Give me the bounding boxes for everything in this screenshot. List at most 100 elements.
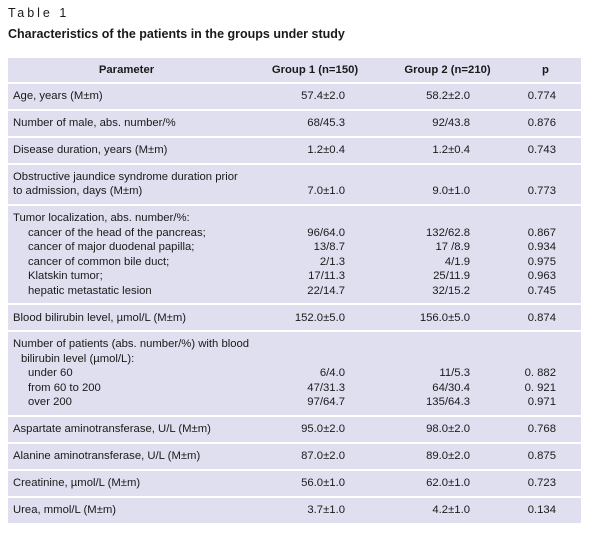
group1-cell: 3.7±1.0 [245,495,385,523]
table-row: Number of male, abs. number/% 68/45.3 92/4… [8,108,581,136]
table-row: to admission, days (M±m) 7.0±1.0 9.0±1.0 0.… [8,184,581,204]
parameter-cell: from 60 to 200 [28,381,101,394]
parameter-cell: to admission, days (M±m) [13,185,143,198]
group2-cell: 25/11.9 [433,270,470,283]
group1-cell: 7.0±1.0 [307,185,345,198]
table-row: Age, years (M±m) 57.4±2.0 58.2±2.0 0.774 [8,82,581,109]
parameter-cell: Tumor localization, abs. number/%: [8,204,581,226]
parameter-cell: Urea, mmol/L (M±m) [8,495,245,523]
group2-cell: 11/5.3 [439,367,470,380]
group2-cell: 156.0±5.0 [385,303,510,330]
table-row: Alanine aminotransferase, U/L (M±m) 87.0±… [8,442,581,469]
table-row: cancer of the head of the pancreas; 96/64… [8,226,581,241]
column-header: Group 1 (n=150) [271,64,359,76]
p-cell: 0.875 [510,442,581,469]
group1-cell: 6/4.0 [319,367,345,380]
p-cell: 0.963 [527,270,556,283]
group1-cell: 1.2±0.4 [245,135,385,163]
parameter-cell: Number of male, abs. number/% [8,108,245,136]
table-row: Disease duration, years (M±m) 1.2±0.4 1.2±… [8,135,581,163]
parameter-cell: cancer of the head of the pancreas; [28,226,206,239]
p-cell: 0.745 [527,284,556,297]
parameter-cell: cancer of major duodenal papilla; [28,241,195,254]
group2-cell: 89.0±2.0 [385,442,510,469]
group1-cell: 17/11.3 [308,270,345,283]
group2-cell: 62.0±1.0 [385,468,510,496]
p-cell: 0.975 [527,255,556,268]
table-row: Aspartate aminotransferase, U/L (M±m) 95.… [8,415,581,442]
parameter-cell: Alanine aminotransferase, U/L (M±m) [8,442,245,469]
parameter-cell: Disease duration, years (M±m) [8,135,245,163]
group1-cell: 2/1.3 [319,255,345,268]
parameter-cell: Blood bilirubin level, µmol/L (M±m) [8,303,245,330]
parameter-cell: hepatic metastatic lesion [28,284,152,297]
group2-cell: 132/62.8 [426,226,470,239]
table-row: Urea, mmol/L (M±m) 3.7±1.0 4.2±1.0 0.134 [8,495,581,523]
p-cell: 0.971 [527,396,556,409]
column-header: Parameter [98,64,155,76]
table-row: Creatinine, µmol/L (M±m) 56.0±1.0 62.0±1.0… [8,468,581,496]
p-cell: 0.773 [527,185,556,198]
group2-cell: 4/1.9 [444,255,470,268]
group2-cell: 98.0±2.0 [385,415,510,442]
group2-cell: 32/15.2 [432,284,470,297]
table-row: Obstructive jaundice syndrome duration p… [8,162,581,185]
group1-cell: 96/64.0 [307,226,345,239]
header-row: Parameter Group 1 (n=150) Group 2 (n=210) p [8,58,581,82]
table-row: from 60 to 200 47/31.3 64/30.4 0. 921 [8,381,581,396]
p-cell: 0.867 [527,226,556,239]
group1-cell: 87.0±2.0 [245,442,385,469]
parameter-cell: cancer of common bile duct; [28,255,170,268]
parameter-cell: over 200 [28,396,72,409]
table-label: Table 1 [8,6,70,20]
data-table: Parameter Group 1 (n=150) Group 2 (n=210) p… [8,58,581,523]
table-row: Tumor localization, abs. number/%: [8,204,581,226]
parameter-cell: bilirubin level (µmol/L): [21,352,135,365]
p-cell: 0.723 [510,468,581,496]
column-header: Group 2 (n=210) [404,64,491,76]
group2-cell: 4.2±1.0 [385,495,510,523]
p-cell: 0. 921 [524,381,556,394]
group2-cell: 58.2±2.0 [385,82,510,109]
p-cell: 0. 882 [524,367,556,380]
p-cell: 0.874 [510,303,581,330]
p-cell: 0.134 [510,495,581,523]
p-cell: 0.768 [510,415,581,442]
group1-cell: 95.0±2.0 [245,415,385,442]
p-cell: 0.743 [510,135,581,163]
p-cell: 0.934 [527,241,556,254]
parameter-cell: Obstructive jaundice syndrome duration p… [8,162,581,185]
parameter-cell: Number of patients (abs. number/%) with … [8,330,581,352]
group2-cell: 1.2±0.4 [385,135,510,163]
group1-cell: 97/64.7 [307,396,345,409]
group1-cell: 56.0±1.0 [245,468,385,496]
group1-cell: 47/31.3 [307,381,345,394]
column-header: p [542,64,549,76]
parameter-cell: Age, years (M±m) [8,82,245,109]
group2-cell: 92/43.8 [385,108,510,136]
group2-cell: 17 /8.9 [435,241,470,254]
group1-cell: 22/14.7 [307,284,345,297]
p-cell: 0.774 [510,82,581,109]
table-row: under 60 6/4.0 11/5.3 0. 882 [8,366,581,381]
parameter-cell: Creatinine, µmol/L (M±m) [8,468,245,496]
group1-cell: 13/8.7 [313,241,345,254]
table-row: cancer of common bile duct; 2/1.3 4/1.9 0.9… [8,255,581,270]
group2-cell: 64/30.4 [432,381,470,394]
group2-cell: 9.0±1.0 [432,185,470,198]
table-row: over 200 97/64.7 135/64.3 0.971 [8,395,581,415]
p-cell: 0.876 [510,108,581,136]
table-row: Blood bilirubin level, µmol/L (M±m) 152.0… [8,303,581,330]
parameter-cell: Klatskin tumor; [28,270,103,283]
group1-cell: 68/45.3 [245,108,385,136]
table-row: cancer of major duodenal papilla; 13/8.7 1… [8,240,581,255]
group1-cell: 152.0±5.0 [245,303,385,330]
table-row: Number of patients (abs. number/%) with … [8,330,581,352]
table-row: Klatskin tumor; 17/11.3 25/11.9 0.963 [8,269,581,284]
parameter-cell: Aspartate aminotransferase, U/L (M±m) [8,415,245,442]
parameter-cell: under 60 [28,367,73,380]
group1-cell: 57.4±2.0 [245,82,385,109]
table-row: bilirubin level (µmol/L): [8,352,581,367]
